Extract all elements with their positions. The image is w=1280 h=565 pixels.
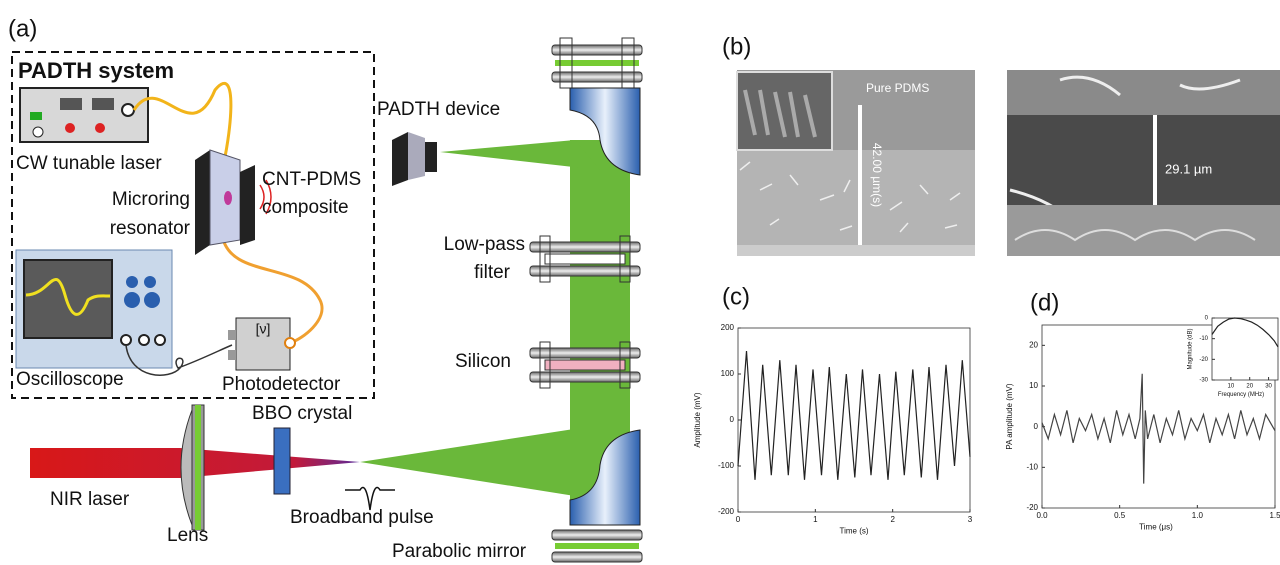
y-tick-label: -10 [1199,336,1208,342]
figure: (a) PADTH system CW tunable laser Micror… [0,0,1280,565]
panel-label: (c) [722,283,750,310]
low-pass-filter-icon [530,236,640,282]
label: Oscilloscope [16,369,124,390]
sample-label: Pure PDMS [866,81,929,95]
label: CW tunable laser [16,153,162,174]
x-tick-label: 1.0 [1192,511,1204,520]
x-tick-label: 1 [813,515,818,524]
plot-frame [1212,318,1278,380]
y-tick-label: -200 [718,507,735,516]
label: Low-pass [444,234,525,255]
y-axis-label: PA amplitude (mV) [1005,383,1014,449]
label: CNT-PDMS [262,169,361,190]
microring-icon [195,150,271,255]
x-tick-label: 10 [1228,384,1235,390]
label: Broadband pulse [290,507,434,528]
data-line [1042,374,1275,484]
y-tick-label: 100 [721,369,735,378]
cw-laser-icon [20,88,148,142]
y-tick-label: -20 [1199,357,1208,363]
oscilloscope-icon [16,250,172,368]
label: Silicon [455,351,511,372]
thickness-label: 42.00 µm(s) [870,143,884,207]
panel-label: (a) [8,15,37,42]
label: Parabolic mirror [392,541,527,562]
y-tick-label: 0 [1034,422,1039,431]
y-tick-label: 20 [1029,340,1038,349]
y-tick-label: -100 [718,461,735,470]
x-tick-label: 1.5 [1269,511,1280,520]
y-tick-label: 0 [1205,316,1209,322]
data-line [738,351,970,480]
detector-symbol: [ν] [256,321,271,337]
y-tick-label: -30 [1199,378,1208,384]
y-tick-label: -10 [1026,462,1038,471]
x-axis-label: Time (μs) [1139,522,1173,531]
sem-image [1007,70,1280,256]
label: PADTH device [377,99,500,120]
thz-beam [440,140,600,170]
label: NIR laser [50,489,130,510]
x-axis-label: Frequency (MHz) [1218,392,1264,398]
y-axis-label: Magnitude (dB) [1188,328,1194,369]
plot-frame [738,328,970,512]
x-tick-label: 0.5 [1114,511,1126,520]
x-tick-label: 2 [890,515,895,524]
y-tick-label: 200 [721,323,735,332]
thickness-label: 29.1 µm [1165,161,1212,176]
panel-label: (b) [722,33,751,60]
y-tick-label: 10 [1029,381,1038,390]
label: resonator [110,218,191,239]
y-tick-label: 0 [730,415,735,424]
x-tick-label: 0 [736,515,741,524]
system-title: PADTH system [18,58,174,83]
label: Photodetector [222,374,341,395]
thz-beam [360,425,600,500]
label: filter [474,262,511,283]
x-tick-label: 20 [1246,384,1253,390]
lens-icon [181,405,204,530]
label: Microring [112,189,190,210]
bbo-crystal [274,428,290,494]
silicon-icon [530,342,640,388]
label: composite [262,197,349,218]
padth-device-icon [392,132,437,186]
x-tick-label: 30 [1265,384,1272,390]
label: BBO crystal [252,403,352,424]
panel-label: (d) [1030,289,1059,316]
x-tick-label: 3 [968,515,973,524]
sem-image [737,70,975,256]
x-axis-label: Time (s) [839,526,868,535]
page: {"figure": { "panel_a": {"label": "(a)",… [0,0,1280,565]
x-tick-label: 0.0 [1036,511,1048,520]
label: Lens [167,525,208,546]
y-axis-label: Amplitude (mV) [693,392,702,447]
